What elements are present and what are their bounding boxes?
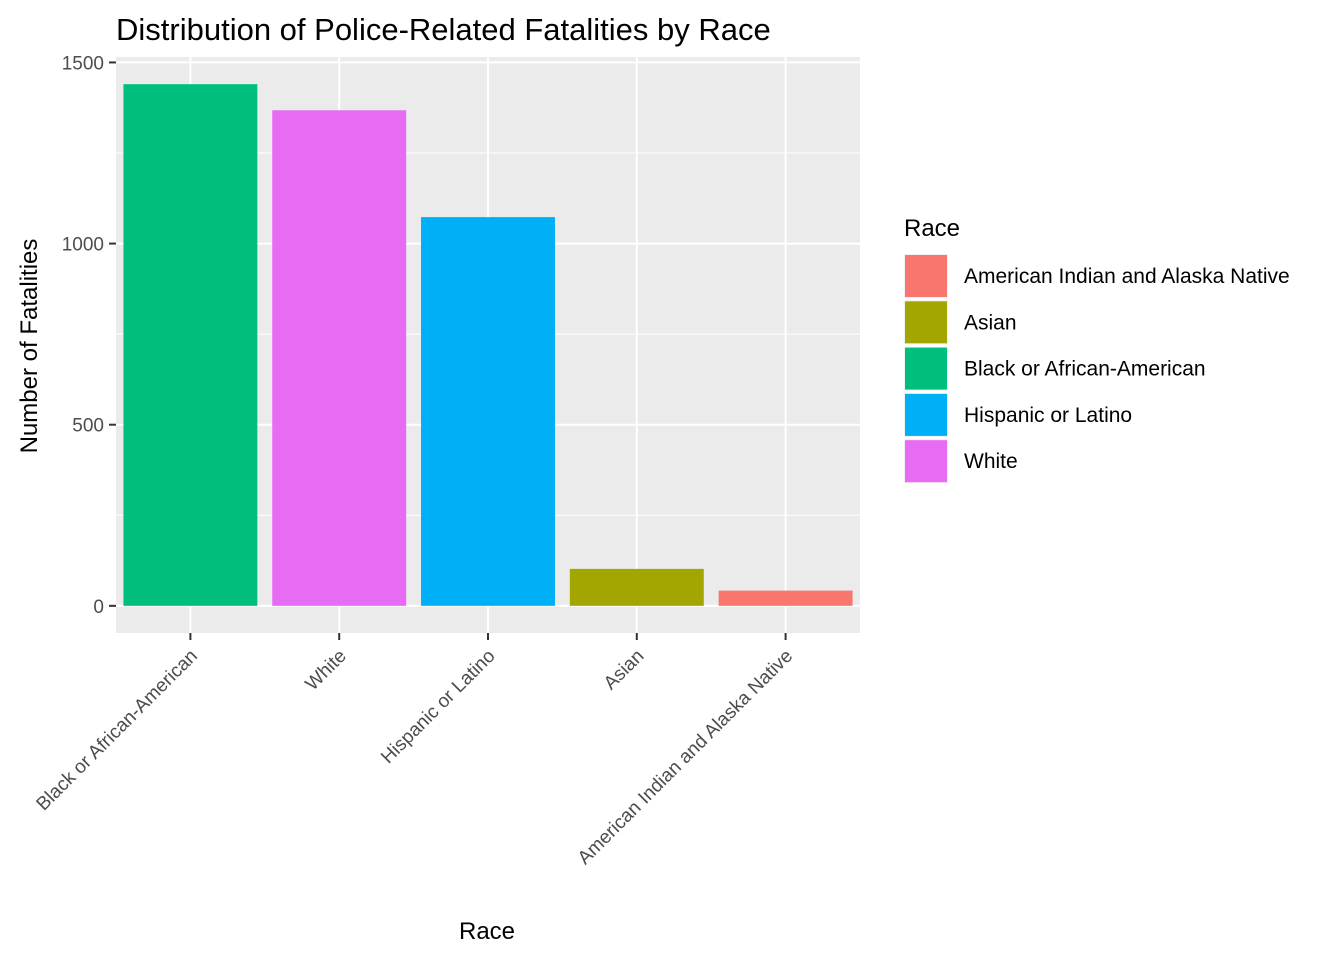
bar	[272, 110, 407, 606]
y-axis: 0 500 1000 1500	[62, 53, 116, 618]
legend-label: Asian	[964, 311, 1017, 334]
x-axis-title: Race	[459, 918, 515, 945]
bar	[718, 590, 853, 606]
bar	[421, 217, 555, 606]
legend-title: Race	[904, 215, 960, 242]
legend-item: American Indian and Alaska Native	[904, 254, 1290, 298]
legend-swatch	[905, 440, 947, 483]
y-tick-label: 1000	[62, 235, 104, 256]
legend: Race American Indian and Alaska Native As…	[904, 215, 1290, 484]
legend-label: White	[964, 450, 1018, 473]
legend-item: White	[904, 439, 1018, 484]
legend-item: Black or African-American	[904, 346, 1206, 391]
y-axis-title: Number of Fatalities	[16, 239, 43, 454]
bar	[123, 84, 258, 606]
legend-label: Hispanic or Latino	[964, 404, 1132, 427]
x-tick-label: Asian	[600, 646, 648, 694]
legend-swatch	[905, 347, 947, 390]
bar	[569, 568, 704, 606]
plot-panel	[116, 57, 860, 633]
legend-items: American Indian and Alaska Native Asian Bl…	[904, 254, 1290, 484]
legend-swatch	[905, 255, 947, 297]
legend-swatch	[905, 393, 947, 436]
y-tick-label: 1500	[62, 53, 104, 74]
x-axis: Black or African-American White Hispanic o…	[33, 633, 797, 869]
legend-label: Black or African-American	[964, 358, 1206, 381]
y-tick-label: 500	[72, 416, 104, 437]
legend-item: Hispanic or Latino	[904, 392, 1132, 437]
x-tick-label: Hispanic or Latino	[377, 646, 499, 768]
chart-title: Distribution of Police-Related Fatalitie…	[116, 12, 771, 47]
x-tick-label: White	[302, 646, 351, 695]
y-tick-label: 0	[93, 597, 104, 618]
legend-item: Asian	[904, 300, 1017, 345]
legend-swatch	[905, 301, 947, 344]
legend-label: American Indian and Alaska Native	[964, 265, 1290, 288]
x-tick-label: Black or African-American	[33, 646, 202, 815]
